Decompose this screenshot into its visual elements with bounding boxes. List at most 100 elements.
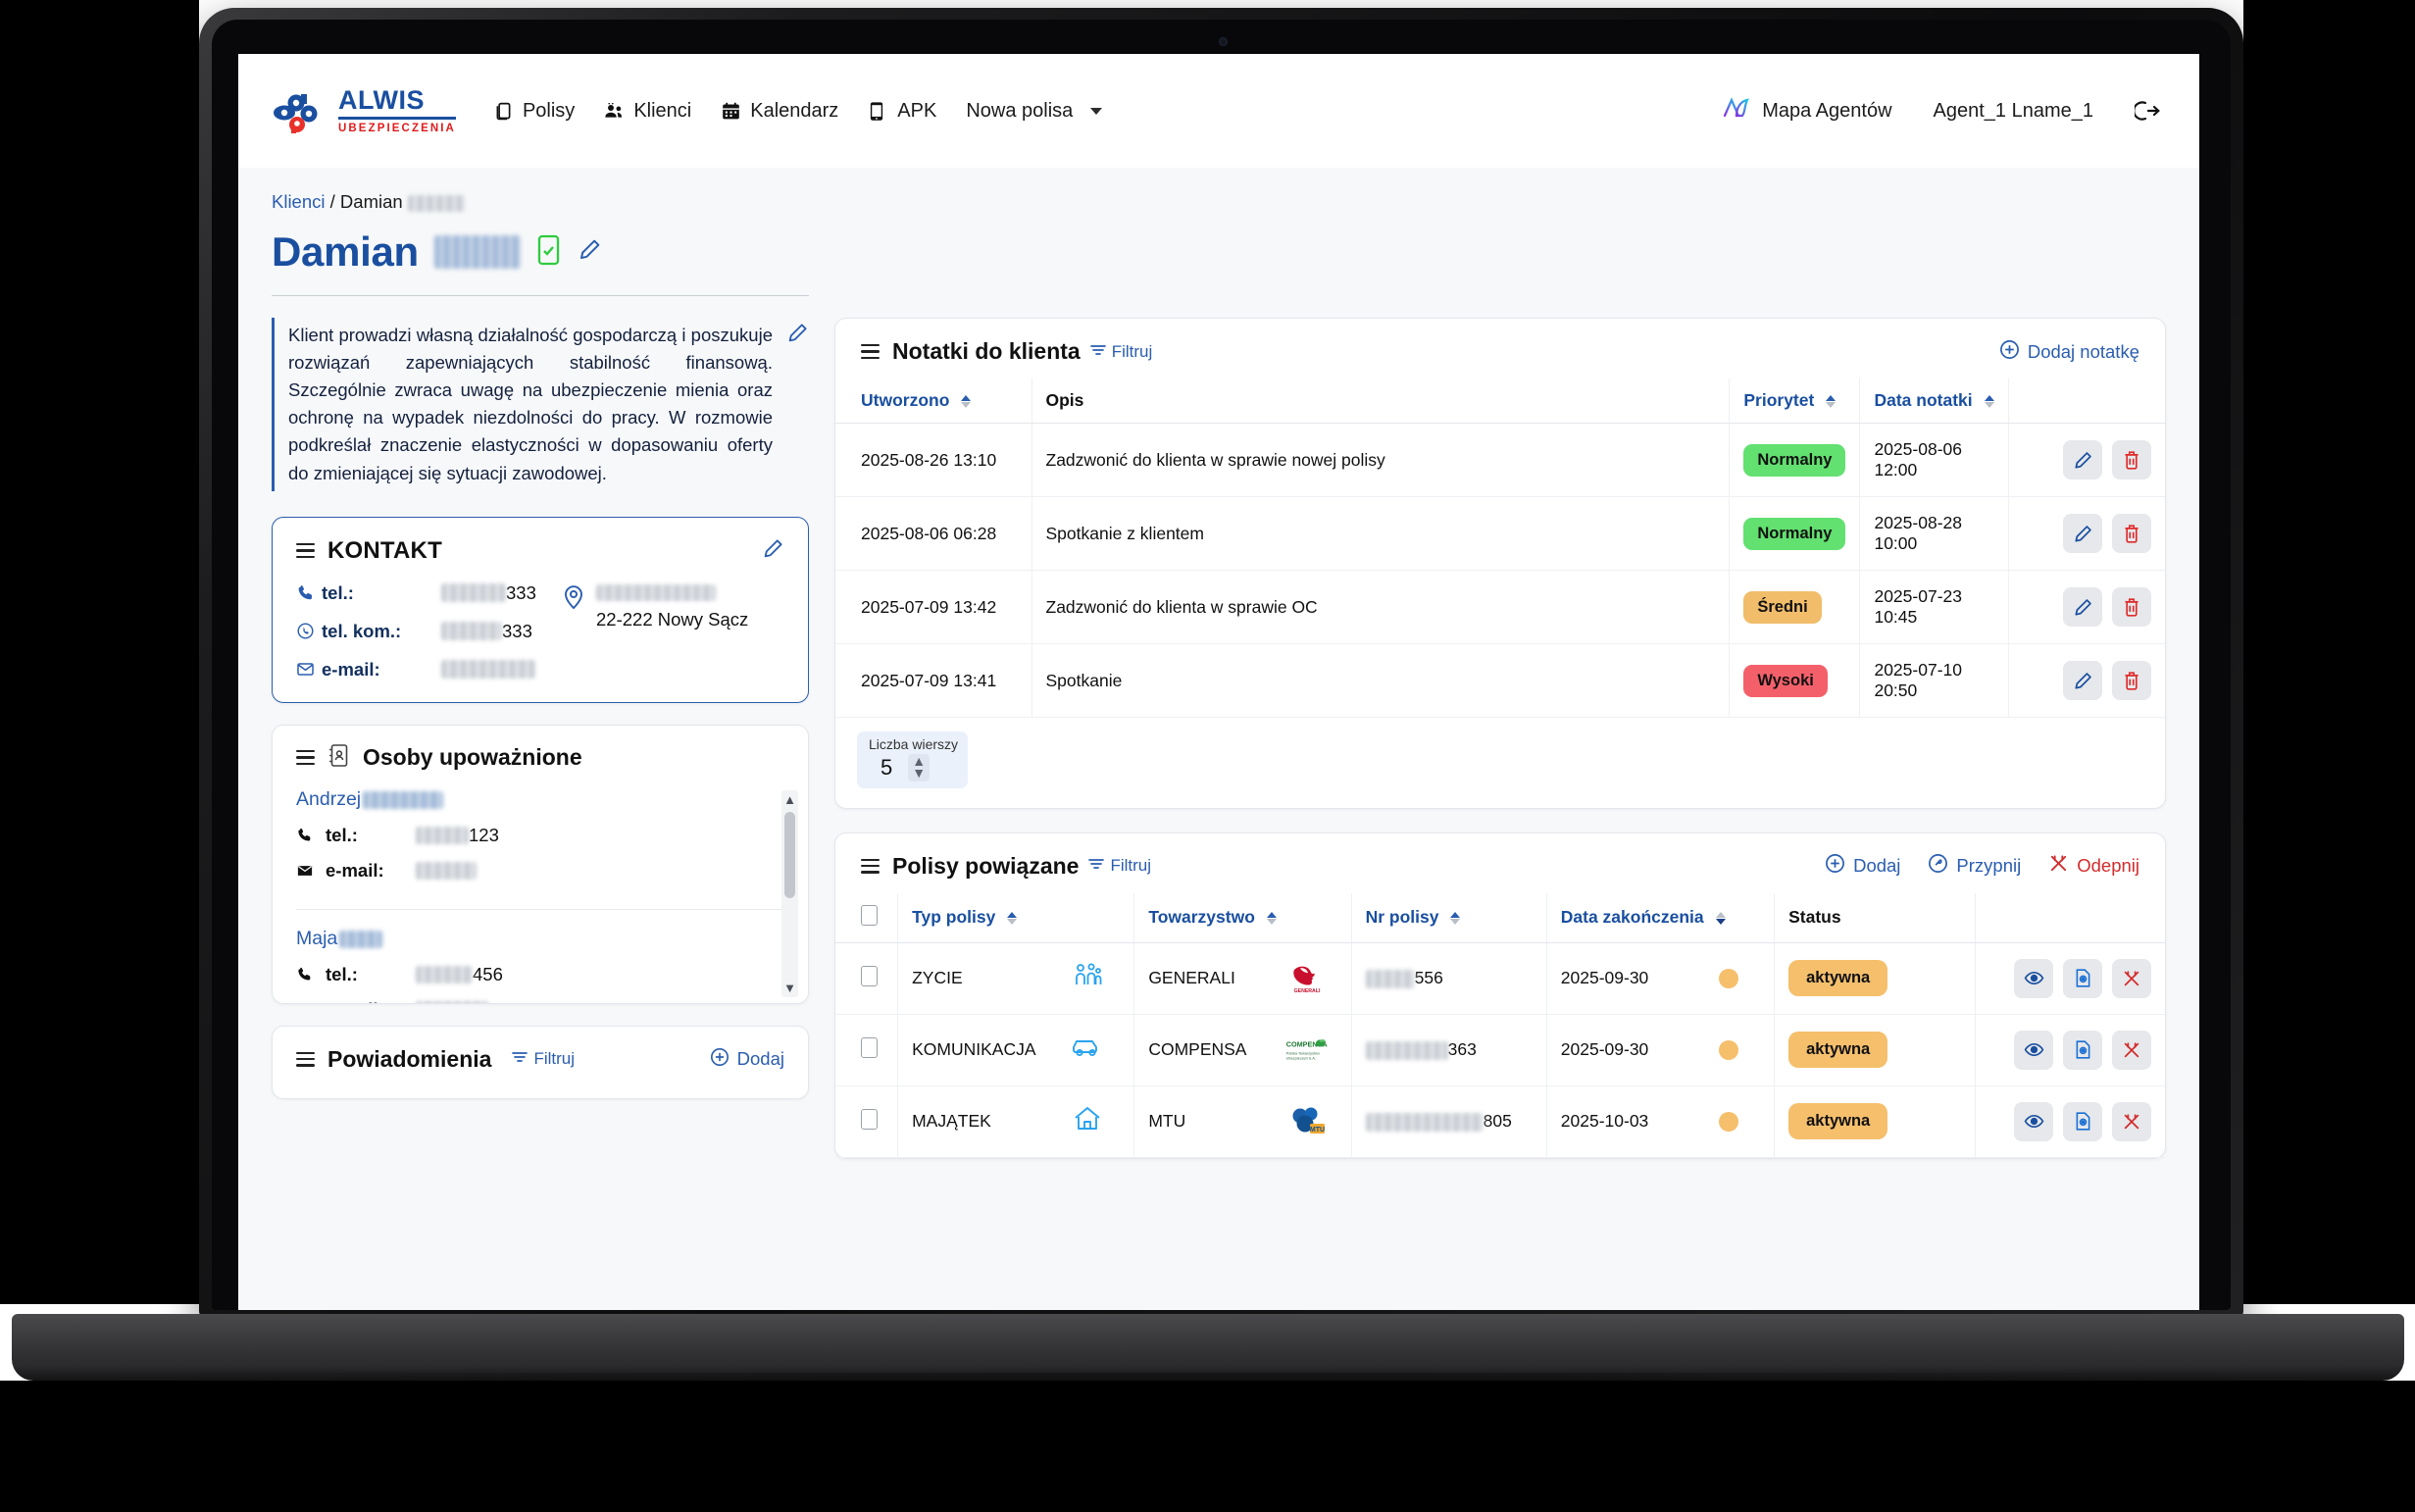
- col-label: Opis: [1045, 390, 1084, 410]
- cell-priorytet: Normalny: [1729, 423, 1860, 497]
- col-data-zakonczenia[interactable]: Data zakończenia: [1545, 892, 1775, 943]
- col-typ-polisy[interactable]: Typ polisy: [897, 892, 1134, 943]
- nav-item-kalendarz[interactable]: Kalendarz: [721, 100, 838, 123]
- drag-handle-icon[interactable]: [296, 543, 315, 559]
- client-title-row: Damian: [272, 228, 2166, 276]
- col-label: Towarzystwo: [1148, 907, 1255, 928]
- nav-item-klienci[interactable]: Klienci: [604, 100, 691, 123]
- polisy-filter-button[interactable]: Filtruj: [1088, 856, 1151, 876]
- sms-verified-icon[interactable]: [536, 234, 562, 271]
- powiadomienia-add-button[interactable]: Dodaj: [710, 1047, 784, 1072]
- kontakt-label: tel.:: [322, 581, 354, 603]
- person-first-name: Maja: [296, 927, 338, 949]
- edit-name-icon[interactable]: [578, 237, 602, 267]
- person-name[interactable]: Maja: [296, 928, 784, 950]
- delete-note-button[interactable]: [2112, 587, 2151, 627]
- row-checkbox[interactable]: [861, 1108, 878, 1130]
- osoby-scroll-area[interactable]: Andrzej tel.:: [273, 773, 808, 1003]
- view-policy-button[interactable]: [2014, 958, 2053, 998]
- redacted-email: [441, 660, 535, 680]
- brand-logo[interactable]: ALWIS UBEZPIECZENIA: [272, 86, 456, 135]
- rows-per-page-control[interactable]: Liczba wierszy 5 ▲ ▼: [857, 731, 969, 788]
- mail-icon: [296, 660, 322, 679]
- mapa-agentow-link[interactable]: Mapa Agentów: [1722, 96, 1892, 126]
- mapa-agentow-label: Mapa Agentów: [1762, 99, 1892, 122]
- drag-handle-icon[interactable]: [861, 343, 880, 360]
- right-column: Notatki do klienta Filtruj: [834, 318, 2166, 1183]
- cell-select[interactable]: [835, 942, 898, 1015]
- cell-actions: [1974, 942, 2165, 1015]
- unpin-policy-button[interactable]: Odepnij: [2048, 853, 2139, 879]
- edit-note-button[interactable]: [2063, 661, 2102, 700]
- unpin-policy-row-button[interactable]: [2112, 958, 2151, 998]
- preview-document-button[interactable]: [2063, 1030, 2102, 1070]
- unpin-policy-row-button[interactable]: [2112, 1030, 2151, 1070]
- cell-select[interactable]: [835, 1085, 898, 1158]
- scroll-up-icon[interactable]: ▲: [783, 791, 796, 807]
- row-checkbox[interactable]: [861, 1036, 878, 1058]
- notatki-filter-button[interactable]: Filtruj: [1089, 342, 1152, 362]
- col-select-all[interactable]: [835, 892, 898, 943]
- user-menu[interactable]: Agent_1 Lname_1: [1933, 99, 2093, 122]
- nav-label: Polisy: [522, 99, 576, 122]
- edit-kontakt-icon[interactable]: [762, 537, 784, 565]
- nav-item-nowa-polisa[interactable]: Nowa polisa: [966, 100, 1103, 123]
- svg-text:COMPENSA: COMPENSA: [1285, 1039, 1328, 1048]
- unpin-policy-row-button[interactable]: [2112, 1101, 2151, 1141]
- col-utworzono[interactable]: Utworzono: [835, 378, 1031, 424]
- col-towarzystwo[interactable]: Towarzystwo: [1133, 892, 1352, 943]
- add-note-button[interactable]: Dodaj notatkę: [1999, 339, 2139, 365]
- drag-handle-icon[interactable]: [296, 750, 315, 766]
- drag-handle-icon[interactable]: [861, 858, 880, 874]
- delete-note-button[interactable]: [2112, 514, 2151, 553]
- polisy-table-body: ZYCIE GENERALI GENERALI 556 2025-09-30 aktywn…: [835, 942, 2165, 1158]
- preview-document-button[interactable]: [2063, 1101, 2102, 1141]
- cell-select[interactable]: [835, 1014, 898, 1086]
- osoby-scrollbar[interactable]: ▲ ▼: [781, 789, 798, 997]
- powiadomienia-filter-button[interactable]: Filtruj: [512, 1049, 575, 1069]
- col-nr-polisy[interactable]: Nr polisy: [1350, 892, 1547, 943]
- scrollbar-thumb[interactable]: [784, 811, 795, 898]
- stepper-arrows-icon[interactable]: ▲ ▼: [908, 754, 931, 781]
- edit-note-button[interactable]: [2063, 440, 2102, 479]
- nav-item-polisy[interactable]: Polisy: [493, 100, 575, 123]
- powiadomienia-card: Powiadomienia Filtruj: [272, 1025, 809, 1099]
- table-row[interactable]: MAJĄTEK MTU MTU 805 2025-10-03 aktywna: [835, 1085, 2165, 1158]
- redacted-phone: [416, 965, 473, 983]
- view-policy-button[interactable]: [2014, 1030, 2053, 1070]
- table-row[interactable]: 2025-07-09 13:42 Zadzwonić do klienta w s…: [835, 570, 2165, 644]
- person-name[interactable]: Andrzej: [296, 788, 784, 811]
- kontakt-row-email: e-mail:: [296, 659, 563, 680]
- table-row[interactable]: ZYCIE GENERALI GENERALI 556 2025-09-30 aktywn…: [835, 942, 2165, 1015]
- pin-policy-button[interactable]: Przypnij: [1928, 853, 2021, 879]
- redacted-policy-number: [1365, 970, 1415, 989]
- table-row[interactable]: 2025-08-26 13:10 Zadzwonić do klienta w s…: [835, 423, 2165, 497]
- edit-note-button[interactable]: [2063, 587, 2102, 627]
- cell-utworzono: 2025-07-09 13:41: [835, 643, 1031, 718]
- col-data-notatki[interactable]: Data notatki: [1859, 378, 2008, 424]
- drag-handle-icon[interactable]: [296, 1051, 315, 1067]
- person-phone-row: tel.: 456: [296, 964, 784, 985]
- nav-item-apk[interactable]: APK: [868, 100, 936, 123]
- breadcrumb-klienci[interactable]: Klienci: [272, 191, 326, 212]
- row-checkbox[interactable]: [861, 965, 878, 986]
- add-policy-button[interactable]: Dodaj: [1825, 853, 1900, 879]
- view-policy-button[interactable]: [2014, 1101, 2053, 1141]
- scroll-down-icon[interactable]: ▼: [783, 980, 796, 995]
- add-policy-label: Dodaj: [1853, 855, 1901, 877]
- towarzystwo-label: GENERALI: [1148, 968, 1235, 988]
- col-priorytet[interactable]: Priorytet: [1729, 378, 1860, 424]
- edit-note-button[interactable]: [2063, 514, 2102, 553]
- select-all-checkbox[interactable]: [861, 904, 878, 926]
- table-row[interactable]: 2025-07-09 13:41 Spotkanie Wysoki 2025-07-1…: [835, 643, 2165, 718]
- edit-description-icon[interactable]: [786, 322, 809, 487]
- phone-suffix: 333: [506, 581, 536, 603]
- table-row[interactable]: 2025-08-06 06:28 Spotkanie z klientem Norm…: [835, 496, 2165, 571]
- kontakt-card-header: KONTAKT: [296, 537, 784, 565]
- preview-document-button[interactable]: [2063, 958, 2102, 998]
- logout-icon[interactable]: [2135, 99, 2160, 123]
- rows-per-page-value[interactable]: 5: [880, 754, 893, 780]
- delete-note-button[interactable]: [2112, 661, 2151, 700]
- table-row[interactable]: KOMUNIKACJA COMPENSA COMPENSA Polska Towarz…: [835, 1014, 2165, 1086]
- delete-note-button[interactable]: [2112, 440, 2151, 479]
